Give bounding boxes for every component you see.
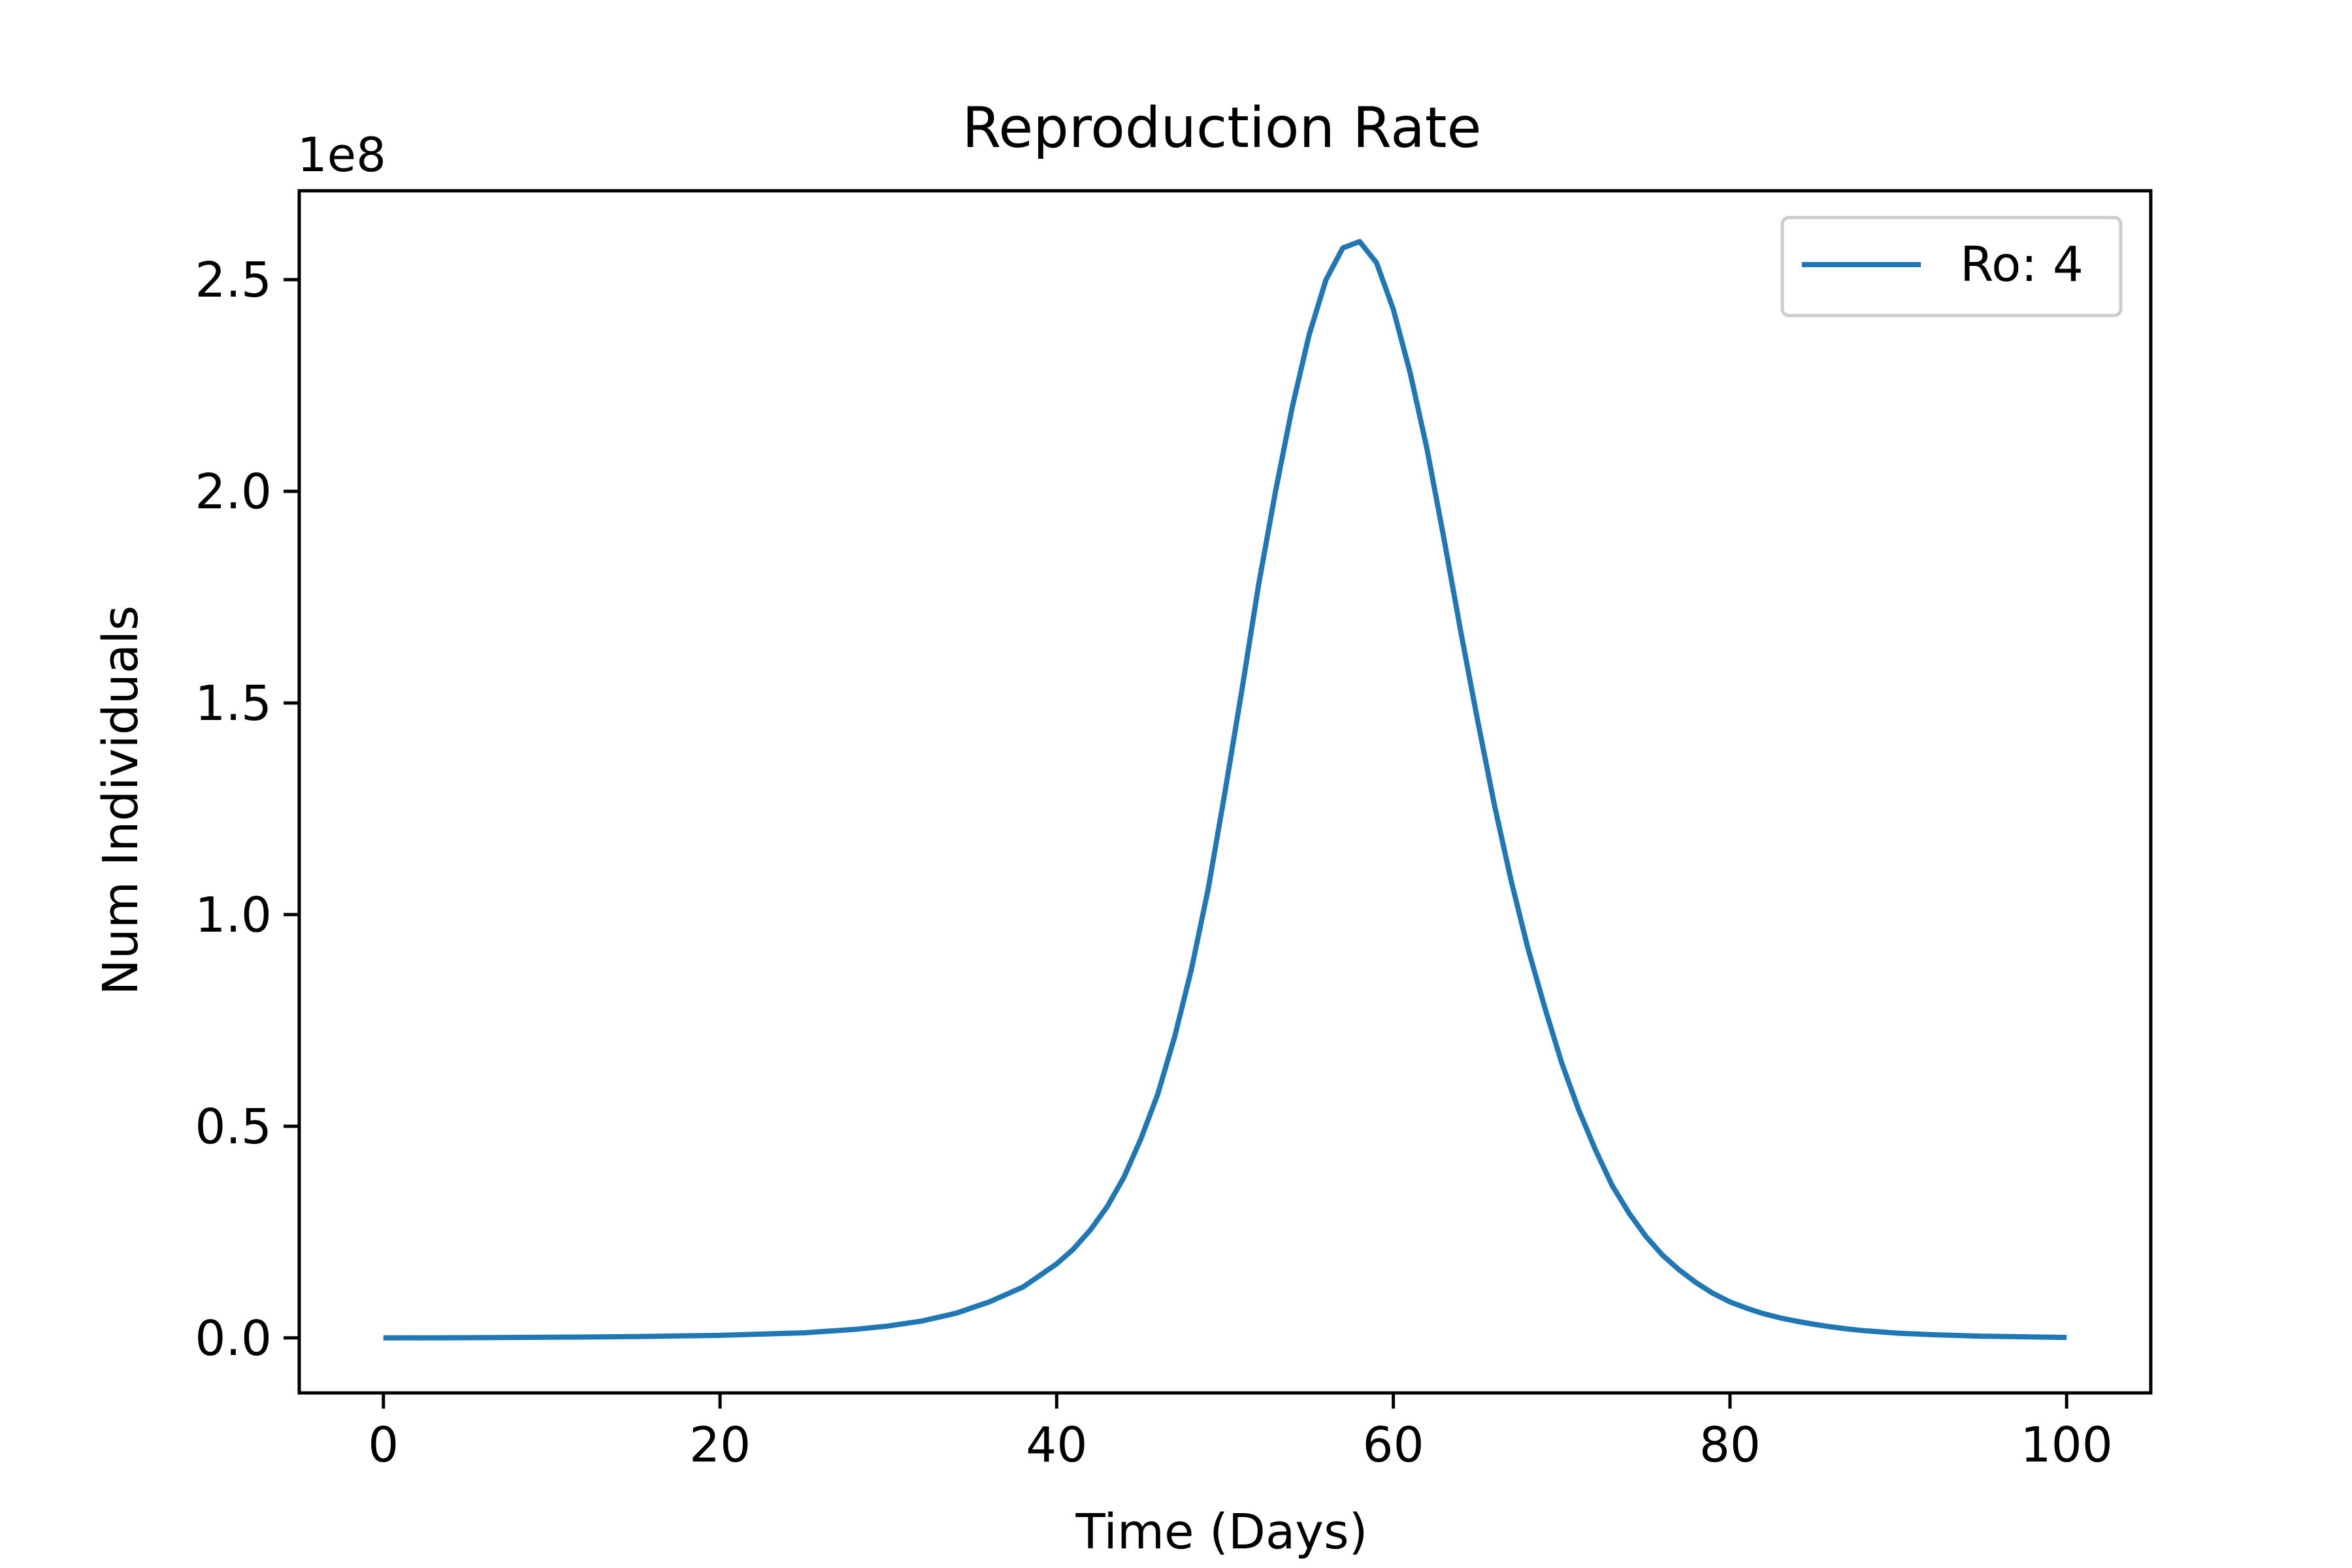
plot-area [297, 189, 2153, 1395]
y-tick-label: 0.5 [195, 1099, 272, 1155]
x-tick-label: 20 [689, 1417, 751, 1473]
y-tick-label: 1.5 [195, 676, 272, 732]
y-tick-label: 0.0 [195, 1311, 272, 1367]
x-tick-label: 80 [1699, 1417, 1761, 1473]
legend-frame [1780, 216, 2123, 318]
y-offset-label: 1e8 [297, 127, 386, 182]
x-axis-label: Time (Days) [1075, 1504, 1367, 1560]
chart-title: Reproduction Rate [962, 95, 1481, 161]
y-tick-label: 2.0 [195, 464, 272, 520]
x-tick-label: 100 [2021, 1417, 2113, 1473]
x-tick-label: 0 [368, 1417, 399, 1473]
y-tick-label: 1.0 [195, 887, 272, 943]
y-axis-label: Num Individuals [93, 606, 149, 996]
x-tick-label: 60 [1363, 1417, 1424, 1473]
x-tick-label: 40 [1026, 1417, 1087, 1473]
legend: Ro: 4 [1780, 216, 2123, 318]
series-line [383, 238, 2067, 1341]
axes: 0 20 40 60 80 100 0.0 0.5 1.0 1.5 2.0 2.5 [195, 252, 2112, 1473]
y-tick-label: 2.5 [195, 252, 272, 308]
axes-frame [297, 189, 2153, 1395]
legend-label: Ro: 4 [1960, 237, 2083, 293]
